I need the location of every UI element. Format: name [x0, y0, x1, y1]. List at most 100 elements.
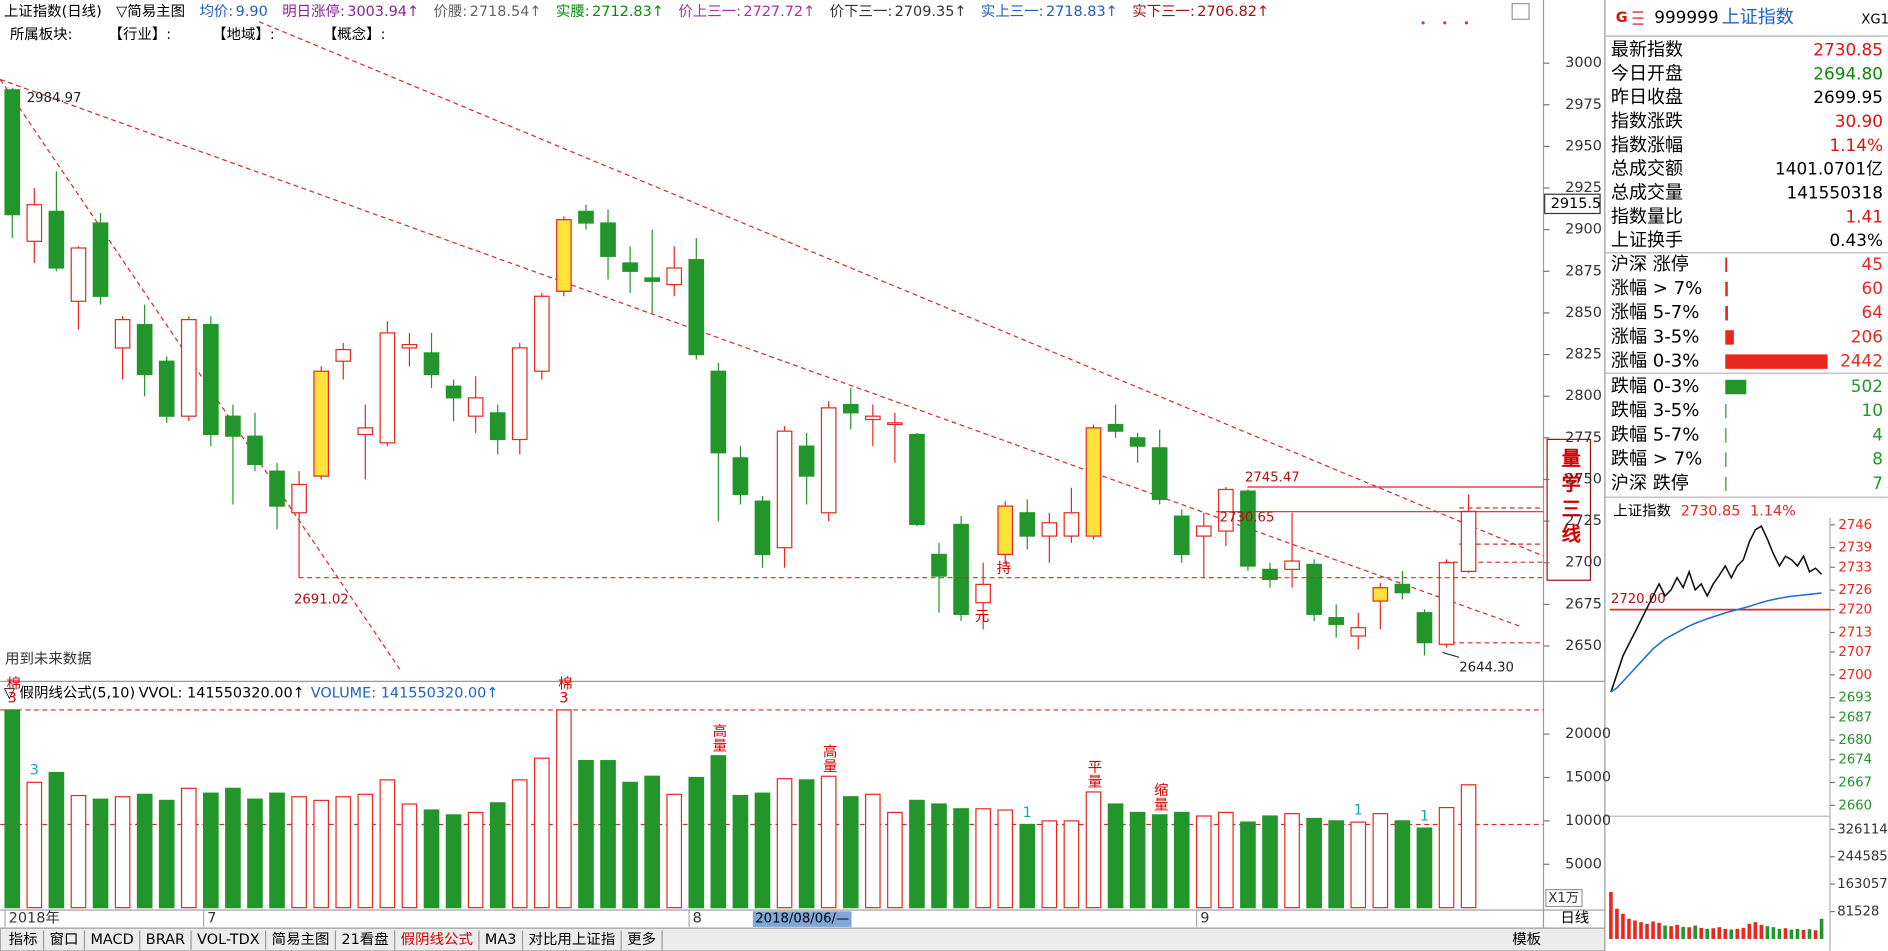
volume-bar — [247, 798, 263, 909]
y-tick-label: 2707 — [1838, 645, 1872, 660]
toolbar-tab[interactable]: 21看盘 — [341, 930, 388, 948]
toolbar-tab[interactable]: 对比用上证指 — [529, 931, 616, 948]
period-label: 日线 — [1560, 909, 1589, 926]
breadth-label: 跌幅 > 7% — [1611, 449, 1702, 470]
candle-body — [1284, 560, 1300, 570]
intraday-volume-bar — [1723, 928, 1728, 939]
volume-bar — [997, 809, 1014, 909]
candle-body — [798, 445, 815, 477]
reference-label: 2720.00 — [1611, 592, 1666, 607]
breadth-value: 45 — [1862, 254, 1883, 274]
candle-body — [1107, 423, 1124, 432]
candle-body — [710, 370, 727, 454]
volume-note: 棉3 — [4, 676, 20, 707]
toolbar-tab[interactable]: 假阴线公式 — [401, 931, 473, 948]
volume-bar — [1019, 823, 1036, 909]
y-tick-label: 2739 — [1838, 541, 1872, 556]
breadth-value: 4 — [1872, 424, 1883, 444]
toolbar-right[interactable]: 模板 — [1512, 930, 1541, 948]
intraday-volume-bar — [1657, 922, 1661, 939]
candle-body — [1372, 587, 1389, 602]
toolbar-tab[interactable]: 指标 — [9, 931, 38, 948]
y-tick-label: 163057 — [1837, 877, 1888, 892]
volume-bar — [622, 781, 638, 909]
intraday-volume-bar — [1699, 927, 1703, 939]
y-tick-label: 2693 — [1838, 691, 1872, 706]
intraday-volume-bar — [1645, 923, 1649, 939]
volume-bar — [1372, 813, 1389, 909]
volume-note: 高量 — [821, 743, 837, 772]
indicator-label: 价腰: — [434, 4, 468, 20]
intraday-volume-bar — [1651, 921, 1655, 939]
volume-note: 1 — [1416, 808, 1432, 824]
candle-body — [931, 553, 947, 577]
volume-bar — [909, 799, 925, 909]
y-tick-label: 2925 — [1565, 180, 1602, 196]
volume-formula: ▽ 假阴线公式(5,10) — [4, 684, 135, 701]
candle-body — [379, 332, 396, 444]
breadth-value: 502 — [1851, 376, 1883, 396]
volume-bar — [975, 808, 991, 909]
volume-bar — [357, 793, 374, 909]
breadth-bar — [1725, 257, 1728, 273]
intraday-volume-bar — [1615, 908, 1619, 939]
candle-body — [864, 415, 881, 421]
breadth-label: 涨幅 5-7% — [1611, 302, 1699, 323]
quote-code: 999999 — [1654, 7, 1718, 27]
volume-bar — [887, 811, 903, 909]
breadth-label: 涨幅 3-5% — [1611, 326, 1699, 347]
toolbar-tab[interactable]: MA3 — [485, 932, 517, 948]
y-tick-label: 3000 — [1565, 55, 1602, 71]
candle-body — [600, 222, 616, 257]
y-tick-label: 2733 — [1838, 560, 1872, 575]
toolbar-tab[interactable]: 简易主图 — [272, 931, 330, 948]
y-tick-label: 2675 — [1565, 596, 1602, 612]
breadth-label: 跌幅 3-5% — [1611, 400, 1699, 421]
volume-bar — [1240, 821, 1256, 909]
quote-label: 指数量比 — [1611, 206, 1683, 227]
quote-label: 今日开盘 — [1611, 63, 1683, 84]
breadth-value: 60 — [1862, 278, 1883, 298]
y-tick-label: 2680 — [1838, 733, 1872, 748]
volume-bar — [203, 792, 219, 909]
candle-body — [975, 583, 991, 604]
toolbar-tab[interactable]: 窗口 — [50, 930, 79, 948]
signal-text: 量学三线 — [1558, 448, 1581, 549]
indicator-label: 实下三一: — [1132, 3, 1195, 20]
trend-lines — [0, 21, 1544, 670]
y-tick-label: 2650 — [1565, 638, 1602, 654]
quote-label: 指数涨幅 — [1611, 135, 1683, 156]
volume-bar — [511, 779, 528, 909]
trend-line — [258, 21, 1544, 557]
volume-note: 缩量 — [1152, 782, 1168, 811]
window-button[interactable] — [1511, 3, 1530, 20]
candle-body — [136, 323, 153, 376]
volume-bar — [842, 796, 859, 909]
quote-mark: G — [1616, 10, 1628, 26]
toolbar-tab[interactable]: MACD — [90, 932, 133, 948]
toolbar-tab[interactable]: 更多 — [627, 931, 656, 948]
intraday-line — [1610, 592, 1822, 693]
y-tick-label: 2713 — [1838, 625, 1872, 640]
y-tick-label: 2720 — [1838, 603, 1872, 618]
x-tick-label: 2018年 — [9, 909, 60, 926]
toolbar-tab[interactable]: BRAR — [146, 932, 185, 948]
sector-label: 【概念】: — [323, 25, 386, 43]
volume-bar — [644, 775, 660, 909]
candle-body — [820, 407, 837, 514]
intraday-volume-bar — [1759, 924, 1764, 939]
candle-body — [158, 360, 175, 417]
indicator-value: 2712.83↑ — [592, 4, 664, 20]
candle-body — [578, 210, 594, 224]
toolbar-tab[interactable]: VOL-TDX — [197, 932, 260, 948]
volume-bar — [864, 793, 881, 909]
candle-body — [1394, 583, 1411, 594]
y-tick-label: 2950 — [1565, 138, 1602, 154]
volume-bar — [754, 792, 771, 909]
candle-body — [732, 457, 749, 496]
quote-label: 昨日收盘 — [1611, 87, 1683, 108]
volume-bar — [158, 799, 175, 909]
candle-note: 持 — [997, 560, 1011, 577]
volume-bar — [1218, 811, 1234, 909]
